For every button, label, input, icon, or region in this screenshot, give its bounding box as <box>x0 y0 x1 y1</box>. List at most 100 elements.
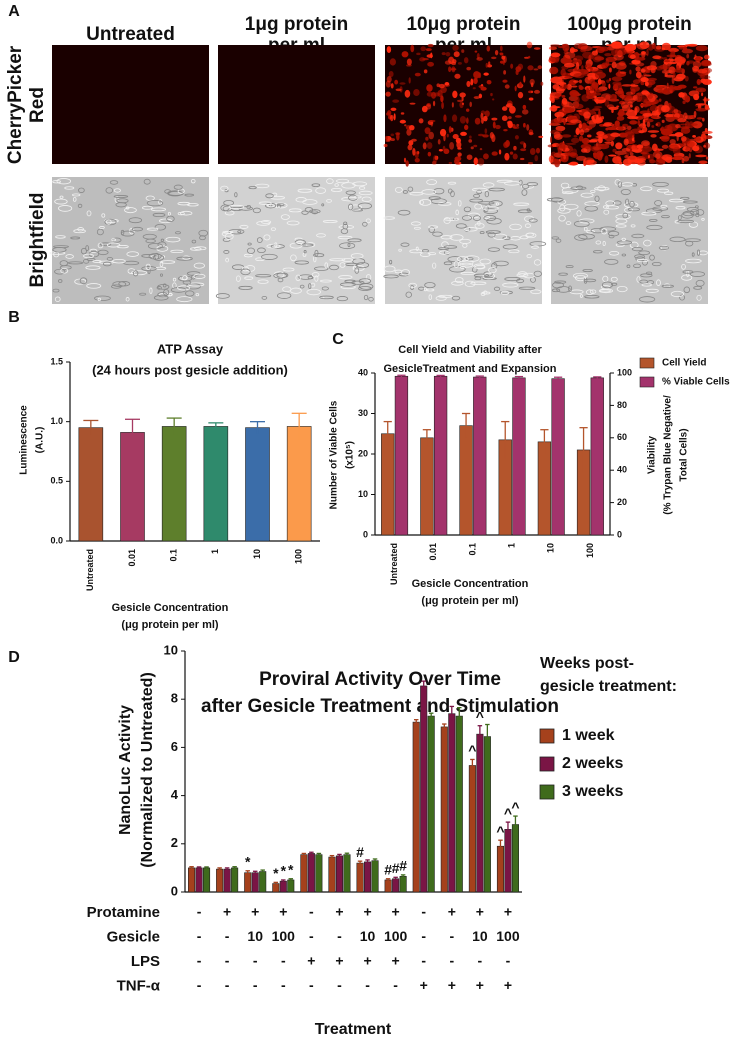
cell-outline <box>307 276 314 280</box>
x-axis-label: Gesicle Concentration <box>412 578 529 590</box>
cell-signal <box>669 54 677 58</box>
cell-signal <box>655 123 658 126</box>
cell-outline <box>482 272 496 280</box>
x-tick-label: Untreated <box>389 543 399 585</box>
cell-outline <box>239 224 249 229</box>
cell-outline <box>160 238 165 242</box>
legend-swatch <box>539 728 555 744</box>
cell-outline <box>329 258 346 262</box>
cell-outline <box>177 211 185 216</box>
cell-outline <box>104 218 117 226</box>
y-tick-label: 6 <box>171 739 178 754</box>
cell-outline <box>474 203 483 210</box>
cell-signal <box>625 91 633 96</box>
cell-signal <box>455 137 461 144</box>
cell-outline <box>131 270 148 276</box>
column-header: Untreated <box>86 24 175 45</box>
cell-outline <box>286 220 300 226</box>
cell-signal <box>522 104 527 110</box>
cell-outline <box>608 230 620 237</box>
cell-outline <box>123 260 140 266</box>
cell-signal <box>528 132 534 136</box>
cell-signal <box>446 133 449 138</box>
cell-outline <box>361 196 372 202</box>
cell-outline <box>316 233 326 238</box>
cell-outline <box>701 217 705 221</box>
cell-signal <box>624 43 637 52</box>
treatment-name: TNF-α <box>117 977 161 994</box>
cell-signal <box>694 56 702 62</box>
cell-outline <box>464 280 476 288</box>
cell-signal <box>414 151 419 159</box>
x-tick-label: Untreated <box>85 549 95 591</box>
cell-signal <box>549 66 559 75</box>
cell-signal <box>443 114 447 123</box>
cell-signal <box>385 91 391 97</box>
cell-outline <box>460 271 476 275</box>
cell-signal <box>702 79 712 86</box>
cell-signal <box>466 117 469 124</box>
cell-signal <box>426 84 433 92</box>
treatment-entry: - <box>337 928 342 944</box>
cell-signal <box>587 134 592 138</box>
cell-signal <box>681 136 687 142</box>
cell-signal <box>420 46 426 52</box>
cell-signal <box>502 79 508 83</box>
cell-outline <box>472 187 488 192</box>
cell-outline <box>258 201 272 205</box>
cell-outline <box>517 209 532 214</box>
cell-outline <box>96 228 104 236</box>
cell-signal <box>562 100 570 108</box>
cell-outline <box>348 203 354 211</box>
column-header: 10μg protein <box>406 14 520 35</box>
cell-signal <box>592 108 601 111</box>
cell-signal <box>614 120 620 127</box>
chart-title: Proviral Activity Over Time <box>259 669 501 690</box>
cell-signal <box>666 130 673 134</box>
y-axis-label: Luminescence <box>19 405 30 475</box>
cell-signal <box>684 95 691 103</box>
cell-signal <box>432 155 438 163</box>
cell-signal <box>550 52 561 58</box>
cell-signal <box>587 160 591 166</box>
cell-signal <box>617 89 625 98</box>
cell-outline <box>482 182 495 188</box>
cell-signal <box>667 116 679 120</box>
bar <box>78 427 104 542</box>
y2-tick-label: 0 <box>617 529 622 539</box>
treatment-entry: - <box>506 953 511 969</box>
cell-outline <box>56 178 72 185</box>
y2-axis-label: Viability <box>647 435 658 474</box>
cell-outline <box>513 202 530 206</box>
cell-signal <box>632 79 641 85</box>
brightfield-image <box>383 177 547 304</box>
cell-outline <box>215 293 230 299</box>
cell-outline <box>610 276 618 282</box>
cell-outline <box>438 250 450 255</box>
cell-outline <box>449 234 464 241</box>
cell-outline <box>237 230 242 234</box>
cell-signal <box>688 153 691 159</box>
cell-signal <box>527 161 534 165</box>
image-bg <box>52 45 209 164</box>
cell-outline <box>102 261 112 267</box>
cell-signal <box>601 62 608 69</box>
cell-outline <box>428 196 441 200</box>
cell-outline <box>683 286 691 294</box>
treatment-entry: - <box>478 953 483 969</box>
cell-outline <box>244 276 254 280</box>
cell-outline <box>474 222 485 229</box>
cell-outline <box>176 256 193 261</box>
cell-outline <box>106 256 113 261</box>
cell-signal <box>668 47 679 53</box>
cell-outline <box>288 208 302 213</box>
cell-outline <box>357 202 373 210</box>
cell-outline <box>649 254 655 261</box>
cell-outline <box>694 205 699 209</box>
cell-outline <box>627 207 640 212</box>
cell-outline <box>493 286 501 291</box>
cell-outline <box>656 188 670 193</box>
cell-signal <box>498 149 502 155</box>
panel-label: B <box>8 309 20 326</box>
